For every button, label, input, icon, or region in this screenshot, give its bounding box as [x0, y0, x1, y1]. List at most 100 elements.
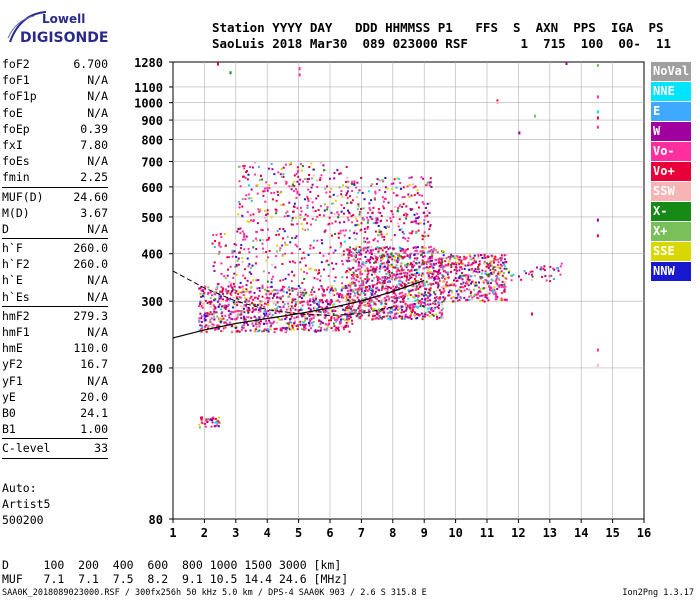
echo-point — [422, 247, 425, 250]
echo-point — [549, 280, 552, 283]
echo-point — [332, 322, 335, 325]
echo-point — [366, 276, 369, 279]
echo-point — [296, 166, 299, 169]
echo-point — [294, 216, 297, 219]
echo-point — [358, 284, 361, 287]
echo-point — [201, 416, 204, 419]
echo-point — [348, 296, 351, 299]
echo-point — [290, 252, 293, 255]
echo-point — [311, 177, 314, 180]
echo-point — [393, 292, 396, 295]
echo-point — [406, 248, 409, 251]
echo-point — [293, 323, 296, 326]
echo-point — [347, 271, 350, 274]
echo-point — [384, 226, 387, 229]
parameter-name: MUF(D) — [2, 189, 44, 204]
echo-point — [441, 312, 444, 315]
echo-point — [438, 272, 441, 275]
echo-point — [258, 178, 261, 181]
echo-point — [263, 314, 266, 317]
parameter-row: fxI 7.80 — [2, 137, 108, 153]
echo-point — [338, 221, 341, 224]
x-tick-label: 9 — [421, 526, 428, 540]
echo-point — [428, 315, 431, 318]
echo-point — [464, 264, 467, 267]
echo-point — [202, 288, 205, 291]
echo-point — [404, 212, 407, 215]
echo-point — [200, 418, 203, 421]
echo-point — [232, 296, 235, 299]
echo-point — [428, 202, 431, 205]
echo-point — [285, 181, 288, 184]
echo-point — [239, 165, 242, 168]
echo-point — [408, 176, 411, 179]
echo-point — [239, 286, 242, 289]
echo-point — [326, 300, 329, 303]
echo-point — [421, 263, 424, 266]
echo-point — [348, 330, 351, 333]
echo-point — [308, 294, 311, 297]
echo-point — [385, 275, 388, 278]
echo-point — [288, 163, 291, 166]
echo-point — [296, 293, 299, 296]
echo-point — [408, 232, 411, 235]
echo-point — [250, 219, 253, 222]
echo-point — [423, 219, 426, 222]
echo-point — [344, 229, 347, 232]
echo-point — [410, 232, 413, 235]
echo-point — [429, 289, 432, 292]
echo-point — [365, 304, 368, 307]
echo-point — [385, 285, 388, 288]
echo-point — [295, 235, 298, 238]
echo-point — [242, 307, 245, 310]
echo-point — [415, 271, 418, 274]
echo-point — [226, 305, 229, 308]
echo-point — [235, 301, 238, 304]
echo-point — [311, 168, 314, 171]
echo-point — [416, 279, 419, 282]
echo-point — [336, 299, 339, 302]
echo-point — [334, 232, 337, 235]
echo-point — [351, 322, 354, 325]
echo-point — [228, 256, 231, 259]
echo-point — [425, 300, 428, 303]
echo-point — [423, 266, 426, 269]
echo-point — [349, 286, 352, 289]
echo-point — [492, 289, 495, 292]
echo-point — [220, 312, 223, 315]
echo-point — [213, 270, 216, 273]
legend-item: X- — [651, 202, 691, 221]
echo-point — [250, 302, 253, 305]
echo-point — [330, 211, 333, 214]
echo-point — [402, 271, 405, 274]
echo-point — [315, 295, 318, 298]
echo-point — [347, 256, 350, 259]
echo-point — [319, 306, 322, 309]
echo-point — [443, 285, 446, 288]
echo-point — [497, 277, 500, 280]
echo-point — [301, 180, 304, 183]
echo-point — [396, 194, 399, 197]
echo-point — [292, 287, 295, 290]
echo-point — [409, 271, 412, 274]
echo-point — [403, 255, 406, 258]
echo-point — [282, 166, 285, 169]
echo-point — [362, 304, 365, 307]
echo-point — [399, 187, 402, 190]
y-tick-label: 600 — [141, 181, 163, 195]
echo-point — [362, 261, 365, 264]
echo-point — [425, 294, 428, 297]
echo-point — [391, 276, 394, 279]
echo-point — [381, 276, 384, 279]
echo-point — [417, 222, 420, 225]
echo-point — [427, 299, 430, 302]
echo-point — [347, 304, 350, 307]
echo-point — [383, 279, 386, 282]
echo-point — [265, 250, 268, 253]
echo-point — [414, 312, 417, 315]
echo-point — [340, 304, 343, 307]
echo-point — [393, 288, 396, 291]
echo-point — [550, 274, 553, 277]
echo-point — [360, 207, 363, 210]
isolated-echo-point — [298, 67, 301, 71]
